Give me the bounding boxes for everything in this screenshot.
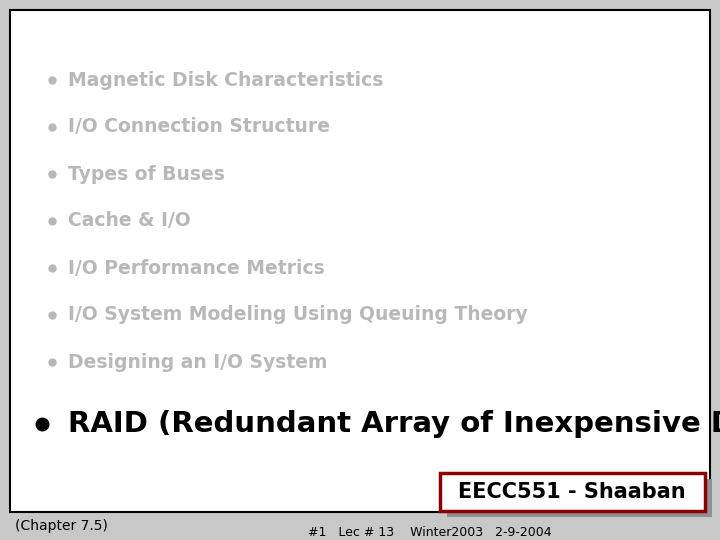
- Text: Magnetic Disk Characteristics: Magnetic Disk Characteristics: [68, 71, 383, 90]
- Text: I/O System Modeling Using Queuing Theory: I/O System Modeling Using Queuing Theory: [68, 306, 528, 325]
- Text: Types of Buses: Types of Buses: [68, 165, 225, 184]
- Text: I/O Performance Metrics: I/O Performance Metrics: [68, 259, 325, 278]
- Text: Cache & I/O: Cache & I/O: [68, 212, 191, 231]
- Text: EECC551 - Shaaban: EECC551 - Shaaban: [458, 482, 686, 502]
- Bar: [440, 473, 705, 511]
- Text: (Chapter 7.5): (Chapter 7.5): [15, 519, 108, 533]
- Text: #1   Lec # 13    Winter2003   2-9-2004: #1 Lec # 13 Winter2003 2-9-2004: [308, 525, 552, 538]
- Text: Designing an I/O System: Designing an I/O System: [68, 353, 328, 372]
- Text: RAID (Redundant Array of Inexpensive Disks): RAID (Redundant Array of Inexpensive Dis…: [68, 410, 720, 438]
- Bar: [447, 479, 712, 517]
- Text: I/O Connection Structure: I/O Connection Structure: [68, 118, 330, 137]
